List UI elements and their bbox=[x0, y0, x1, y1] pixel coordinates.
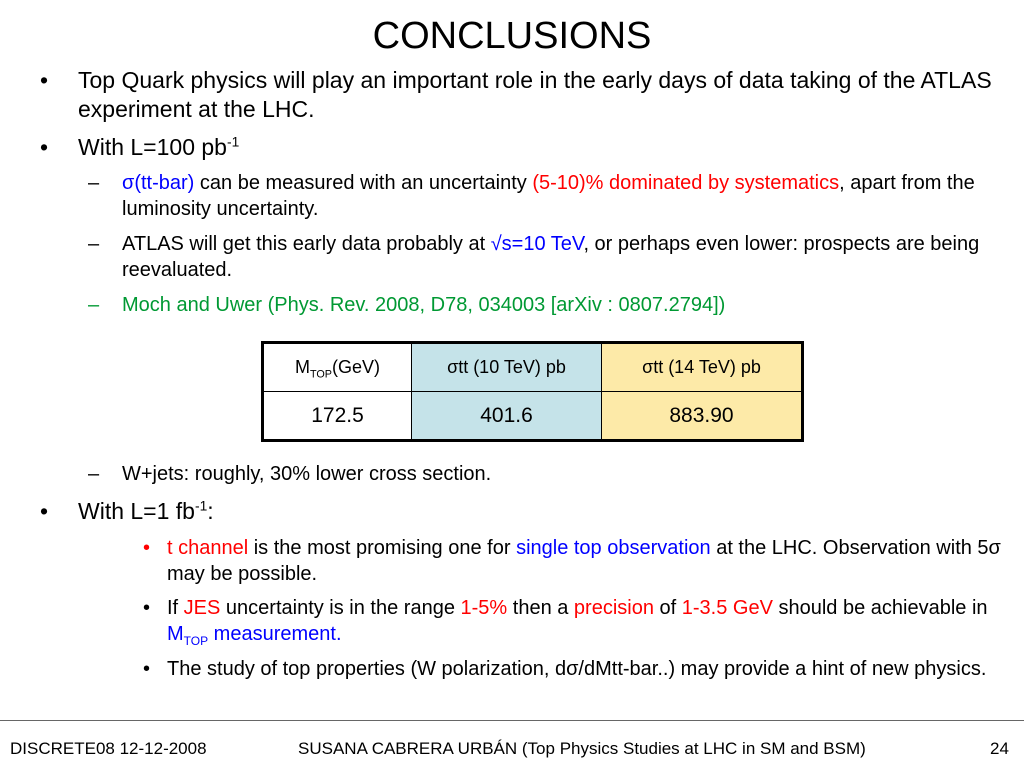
footer-divider bbox=[0, 720, 1024, 721]
header-mtop: MTOP(GeV) bbox=[262, 342, 412, 392]
header-sigma-14tev: σtt (14 TeV) pb bbox=[601, 342, 803, 392]
cell-sigma-10tev-value: 401.6 bbox=[411, 391, 602, 441]
sub-bullet-text: ATLAS will get this early data probably … bbox=[122, 233, 980, 281]
sub-bullet-text: The study of top properties (W polarizat… bbox=[167, 658, 987, 680]
bullet-marker: • bbox=[143, 537, 151, 559]
bullet-text: Top Quark physics will play an important… bbox=[78, 67, 992, 122]
bullet-marker: • bbox=[143, 658, 151, 680]
sub-bullet-text: t channel is the most promising one for … bbox=[167, 537, 1001, 585]
cross-section-table: MTOP(GeV) σtt (10 TeV) pb σtt (14 TeV) p… bbox=[261, 341, 804, 442]
cell-mtop-value: 172.5 bbox=[262, 391, 412, 441]
bullet-marker: • bbox=[40, 134, 49, 160]
bullet-text: With L=1 fb-1: bbox=[78, 498, 214, 524]
footer-left: DISCRETE08 12-12-2008 bbox=[10, 739, 207, 758]
dash-marker: – bbox=[88, 172, 100, 194]
sub-bullet-text: If JES uncertainty is in the range 1-5% … bbox=[167, 597, 988, 648]
sub-bullet-text: W+jets: roughly, 30% lower cross section… bbox=[122, 463, 492, 485]
bullet-marker: • bbox=[143, 597, 151, 619]
cell-sigma-14tev-value: 883.90 bbox=[601, 391, 803, 441]
header-sigma-10tev: σtt (10 TeV) pb bbox=[411, 342, 602, 392]
bullet-marker: • bbox=[40, 67, 49, 93]
table-header-row: MTOP(GeV) σtt (10 TeV) pb σtt (14 TeV) p… bbox=[262, 342, 803, 392]
dash-marker: – bbox=[88, 294, 100, 316]
bullet-text: With L=100 pb-1 bbox=[78, 134, 240, 160]
reference-text: Moch and Uwer (Phys. Rev. 2008, D78, 034… bbox=[122, 294, 726, 316]
dash-marker: – bbox=[88, 233, 100, 255]
page-number: 24 bbox=[990, 739, 1009, 758]
slide-title: CONCLUSIONS bbox=[372, 15, 652, 57]
dash-marker: – bbox=[88, 463, 100, 485]
footer-center: SUSANA CABRERA URBÁN (Top Physics Studie… bbox=[298, 739, 866, 758]
sub-bullet-text: σ(tt-bar) can be measured with an uncert… bbox=[122, 172, 975, 220]
bullet-marker: • bbox=[40, 498, 49, 524]
table-row: 172.5 401.6 883.90 bbox=[262, 391, 803, 441]
